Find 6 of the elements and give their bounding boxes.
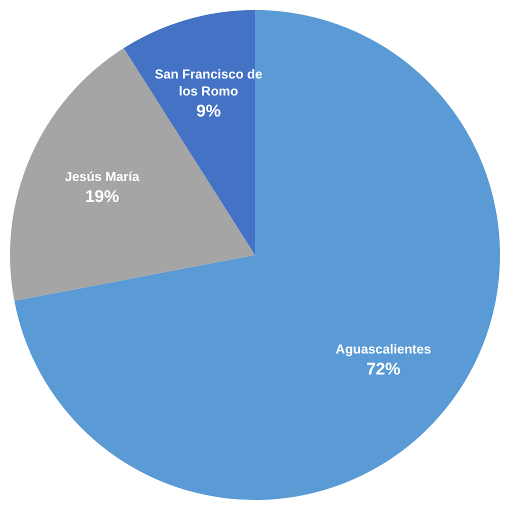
slice-label: San Francisco de los Romo	[154, 66, 262, 99]
slice-label: Aguascalientes	[336, 341, 432, 356]
slice-label: Jesús María	[64, 168, 140, 184]
data-label: 72%	[366, 359, 400, 378]
data-label: 19%	[85, 187, 120, 206]
data-label: 9%	[196, 102, 221, 121]
